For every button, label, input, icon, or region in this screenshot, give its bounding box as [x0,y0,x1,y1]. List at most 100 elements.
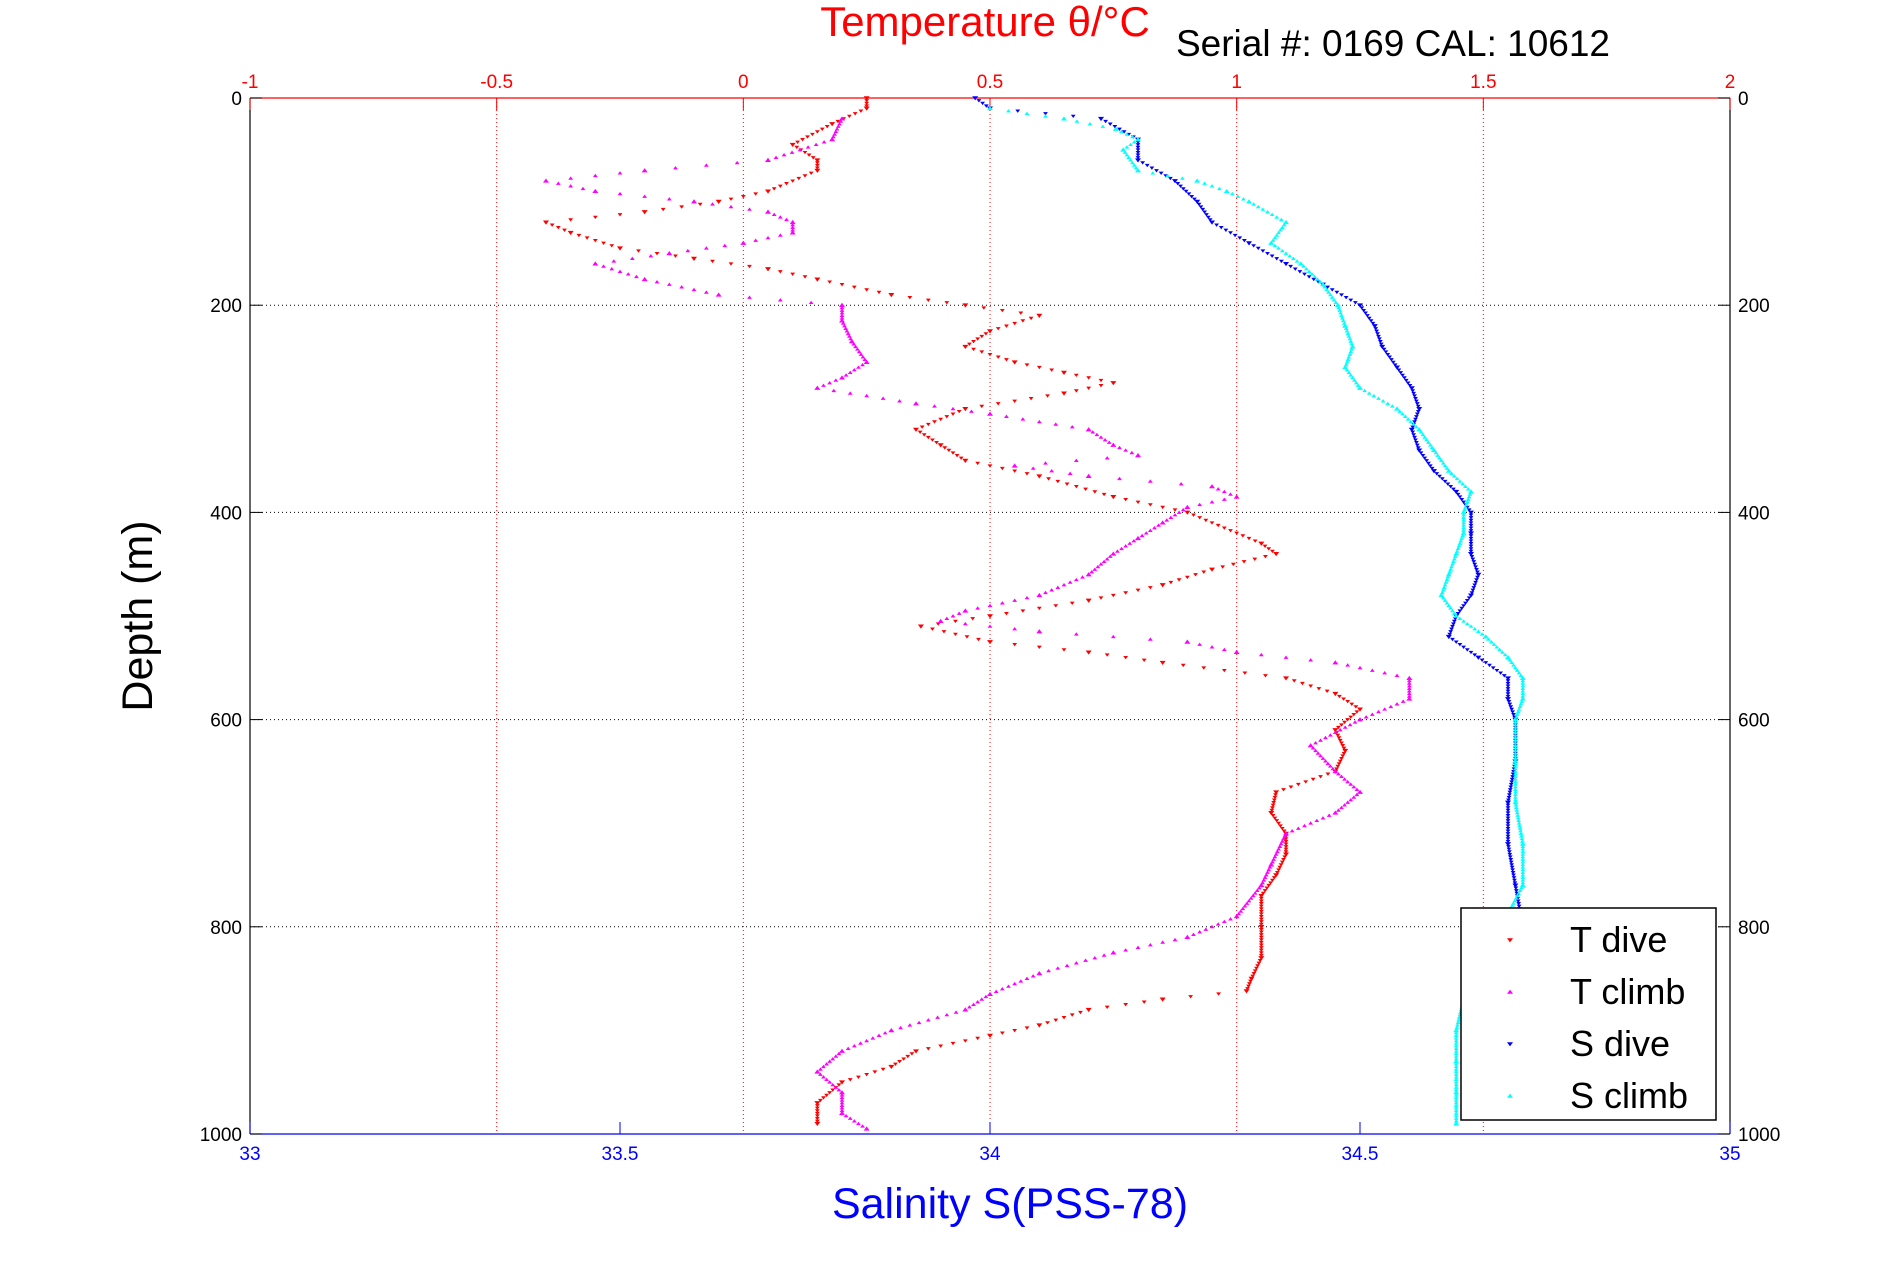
data-point [1468,542,1474,546]
data-point [907,295,913,300]
data-point [1453,1056,1459,1061]
data-point [1506,845,1511,849]
data-point [1453,1077,1459,1082]
data-point [1131,140,1137,144]
data-point [1378,342,1384,346]
data-point [1223,188,1230,194]
data-point [679,285,685,289]
data-point [1085,1007,1092,1013]
data-point [1513,761,1518,766]
data-point [1283,261,1289,267]
data-point [836,1088,842,1092]
data-point [1450,637,1455,642]
data-point [1176,578,1182,582]
data-point [1012,981,1018,986]
data-point [1279,839,1285,843]
data-point [1453,1072,1459,1076]
data-point [1202,210,1207,214]
data-point [1444,466,1450,470]
data-point [1406,686,1412,690]
data-point [1380,399,1386,403]
data-point [1258,920,1264,924]
data-point [937,443,944,448]
data-point [1069,425,1075,429]
data-point [839,283,845,287]
data-point [1510,775,1516,779]
data-point [1449,627,1454,631]
data-point [1251,202,1257,206]
data-point [740,194,746,199]
data-point [814,168,821,173]
data-point [958,456,964,460]
data-point [808,300,814,305]
data-point [814,161,820,165]
data-point [1102,437,1108,442]
data-point [1258,953,1264,958]
data-point [1520,852,1526,856]
data-point [1410,389,1416,393]
data-point [1520,847,1526,851]
data-point [1209,220,1215,225]
legend: T dive T climb S dive S climb [1460,907,1717,1121]
data-point [1271,798,1277,802]
data-point [1265,210,1270,214]
data-point [1100,124,1106,128]
data-point [1474,567,1479,572]
data-point [1455,1020,1461,1025]
data-point [1357,385,1363,390]
data-point [1348,715,1354,719]
data-point [1461,515,1466,520]
data-point [1012,643,1018,647]
data-point [1124,132,1130,136]
data-point [1355,383,1361,387]
data-point [1139,533,1145,538]
data-point [1241,560,1247,564]
data-point [1519,886,1524,890]
data-point [1318,775,1323,779]
data-point [1394,365,1400,370]
data-point [1274,233,1280,237]
data-point [1228,231,1233,235]
data-point [950,412,956,416]
data-point [813,142,819,147]
data-point [1106,440,1112,444]
data-point [1377,340,1383,344]
data-point [1012,627,1018,631]
data-point [1281,788,1286,792]
data-point [976,637,981,642]
data-point [1028,397,1034,401]
data-point [1414,412,1420,416]
data-point [765,235,771,240]
data-point [1240,906,1246,911]
data-point [880,396,886,400]
data-point [975,999,981,1004]
data-point [1514,810,1520,815]
data-point [1073,961,1079,965]
legend-box [1460,907,1717,1121]
data-point [1426,461,1431,466]
data-point [1394,702,1400,706]
data-point [848,339,855,344]
data-point [901,1057,907,1061]
data-point [1490,666,1496,670]
data-point [1368,319,1374,323]
data-point [863,1126,870,1131]
data-point [641,276,648,282]
data-point [800,138,805,142]
data-point [1107,122,1113,126]
data-point [975,1036,981,1041]
data-point [1332,660,1339,665]
right-tick-label: 200 [1738,296,1770,317]
data-point [1020,609,1026,613]
data-point [1406,689,1412,693]
data-point [1508,782,1514,787]
data-point [715,292,722,297]
data-point [1256,961,1262,965]
data-point [1098,562,1104,566]
data-point [1412,435,1417,440]
data-point [1429,466,1435,471]
data-point [1283,847,1289,852]
data-point [1335,733,1341,738]
data-point [1147,479,1153,483]
data-point [839,116,845,121]
